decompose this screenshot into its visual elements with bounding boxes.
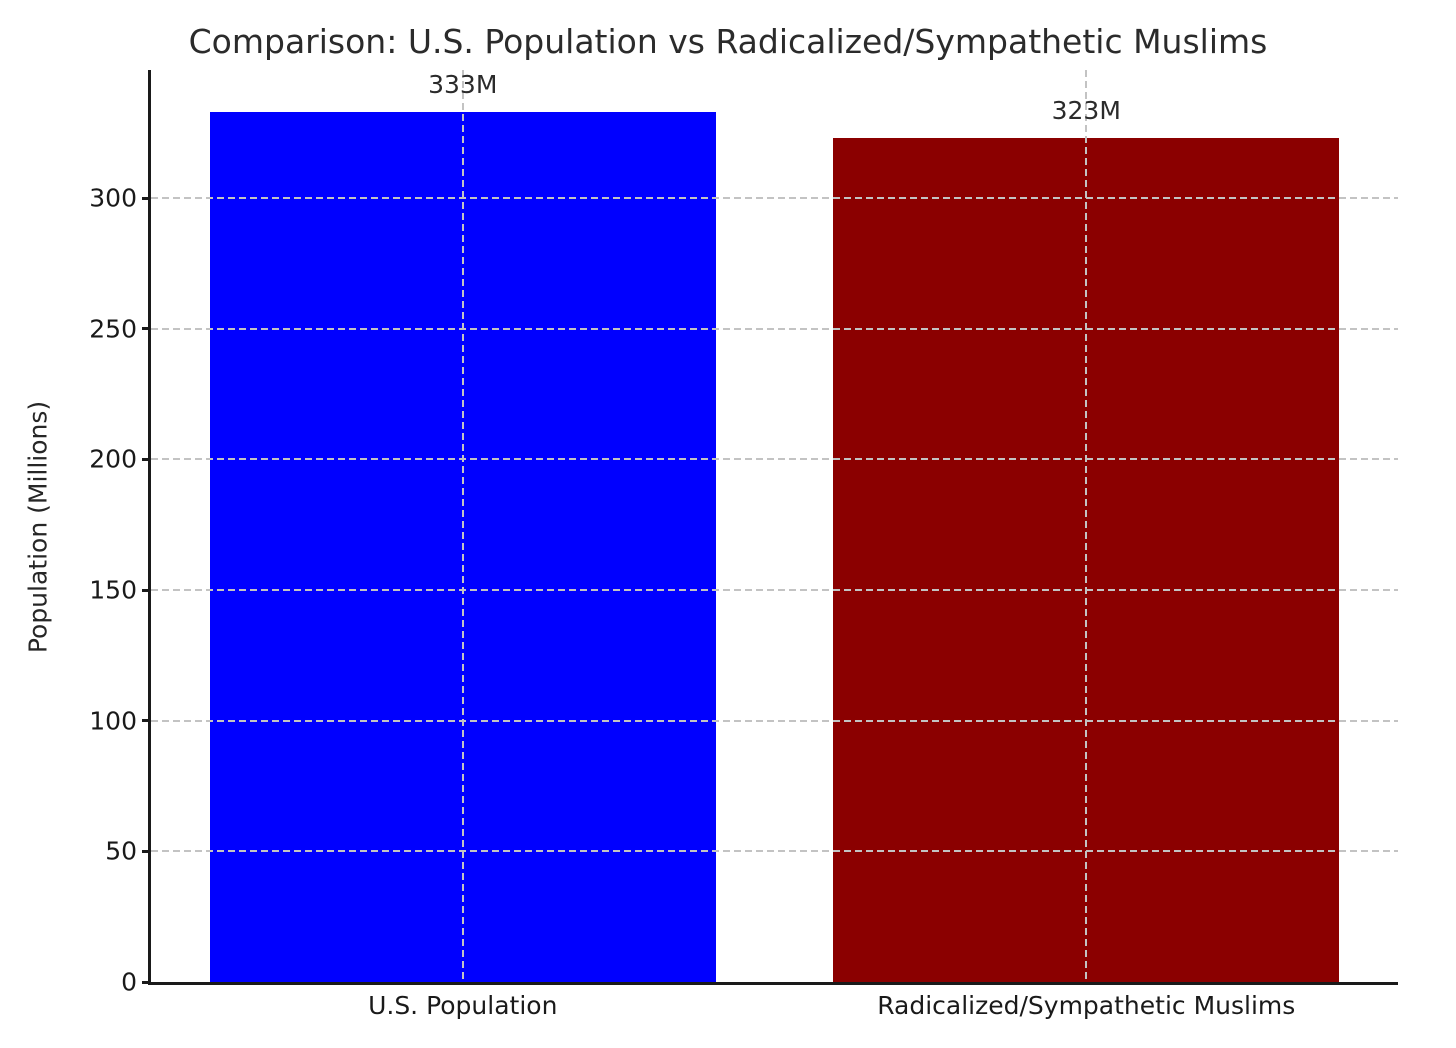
y-tick-label-300: 300	[89, 183, 137, 213]
gridline-h-50	[151, 850, 1398, 853]
y-tick-label-50: 50	[105, 836, 137, 866]
x-category-label-1: Radicalized/Sympathetic Muslims	[877, 991, 1296, 1020]
y-tick-label-0: 0	[121, 967, 137, 997]
y-tick-mark-250	[142, 327, 151, 331]
y-tick-mark-150	[142, 588, 151, 592]
plot-area: 0 50 100 150 200 250 300 U.S. Population Radical…	[89, 69, 1398, 1020]
gridline-v-1	[1085, 70, 1088, 982]
gridline-h-300	[151, 197, 1398, 200]
chart-title: Comparison: U.S. Population vs Radicaliz…	[188, 22, 1268, 61]
y-tick-label-250: 250	[89, 314, 137, 344]
gridline-v-0	[461, 70, 464, 982]
bar-value-label-0: 333M	[428, 69, 498, 99]
y-tick-label-100: 100	[89, 706, 137, 736]
gridline-h-200	[151, 458, 1398, 461]
y-tick-label-200: 200	[89, 444, 137, 474]
y-tick-mark-200	[142, 457, 151, 461]
y-tick-mark-0	[142, 980, 151, 984]
gridline-h-250	[151, 327, 1398, 330]
gridline-h-150	[151, 589, 1398, 592]
y-tick-mark-100	[142, 719, 151, 723]
gridline-h-100	[151, 719, 1398, 722]
bar-value-label-1: 323M	[1051, 95, 1121, 125]
y-tick-mark-300	[142, 196, 151, 200]
y-tick-label-150: 150	[89, 575, 137, 605]
y-axis-label-text: Population (Millions)	[23, 400, 53, 654]
x-category-label-0: U.S. Population	[368, 991, 558, 1020]
y-tick-mark-50	[142, 849, 151, 853]
